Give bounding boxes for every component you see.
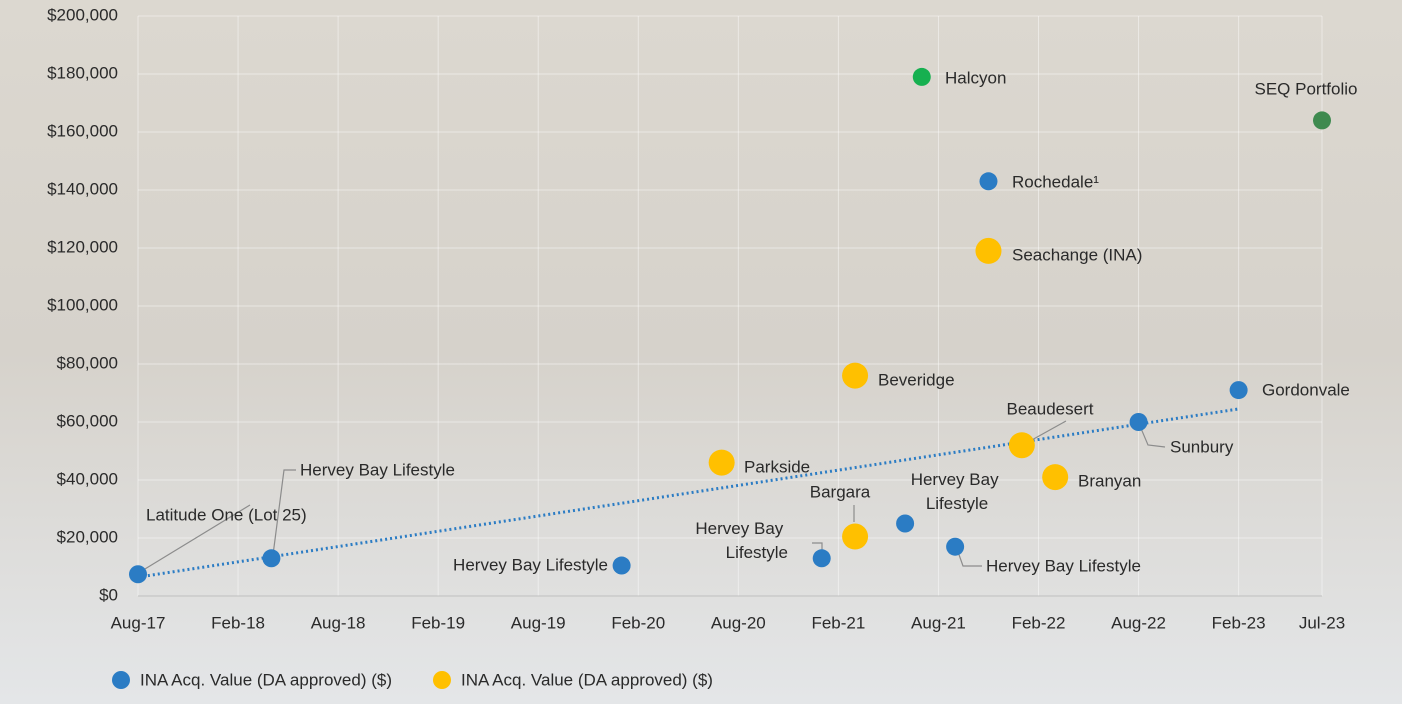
x-tick-label: Feb-21: [811, 613, 865, 632]
x-tick-label: Aug-22: [1111, 613, 1166, 632]
y-tick-label: $200,000: [47, 5, 118, 24]
data-point: [1313, 111, 1331, 129]
point-label: Hervey Bay Lifestyle: [453, 555, 608, 574]
y-tick-label: $80,000: [57, 353, 118, 372]
x-tick-label: Feb-20: [611, 613, 665, 632]
point-label: Sunbury: [1170, 437, 1234, 456]
data-point: [1230, 381, 1248, 399]
x-tick-label: Aug-21: [911, 613, 966, 632]
data-point: [262, 549, 280, 567]
data-point: [842, 363, 868, 389]
legend-label: INA Acq. Value (DA approved) ($): [140, 670, 392, 689]
data-point: [896, 515, 914, 533]
y-tick-label: $40,000: [57, 469, 118, 488]
point-label: Beaudesert: [1007, 399, 1094, 418]
data-point: [1130, 413, 1148, 431]
data-point: [813, 549, 831, 567]
point-label: Bargara: [810, 482, 871, 501]
y-tick-label: $60,000: [57, 411, 118, 430]
point-label: Gordonvale: [1262, 380, 1350, 399]
point-label: Parkside: [744, 457, 810, 476]
point-label: Halcyon: [945, 68, 1006, 87]
point-label: SEQ Portfolio: [1255, 79, 1358, 98]
y-tick-label: $120,000: [47, 237, 118, 256]
label-line: Hervey Bay: [911, 470, 1004, 489]
legend-label: INA Acq. Value (DA approved) ($): [461, 670, 713, 689]
x-tick-label: Aug-18: [311, 613, 366, 632]
point-label: Rochedale¹: [1012, 172, 1099, 191]
data-point: [1042, 464, 1068, 490]
data-point: [946, 538, 964, 556]
y-tick-label: $100,000: [47, 295, 118, 314]
x-tick-label: Aug-17: [111, 613, 166, 632]
x-tick-label: Aug-19: [511, 613, 566, 632]
chart: $0 $20,000 $40,000 $60,000 $80,000 $100,000 $1…: [0, 0, 1402, 704]
point-label: Beveridge: [878, 370, 955, 389]
x-tick-label: Feb-22: [1012, 613, 1066, 632]
label-line: Hervey Bay: [695, 519, 788, 538]
y-tick-label: $0: [99, 585, 118, 604]
y-tick-label: $160,000: [47, 121, 118, 140]
label-line: Lifestyle: [926, 494, 988, 513]
data-point: [129, 565, 147, 583]
data-point: [979, 172, 997, 190]
x-tick-label: Feb-23: [1212, 613, 1266, 632]
point-label: Seachange (INA): [1012, 245, 1142, 264]
point-label: Hervey Bay Lifestyle: [986, 556, 1141, 575]
label-line: Lifestyle: [726, 543, 788, 562]
legend-marker: [112, 671, 130, 689]
data-point: [613, 557, 631, 575]
x-tick-label: Jul-23: [1299, 613, 1345, 632]
legend-marker: [433, 671, 451, 689]
data-point: [1009, 432, 1035, 458]
y-tick-label: $20,000: [57, 527, 118, 546]
data-point: [975, 238, 1001, 264]
y-tick-label: $180,000: [47, 63, 118, 82]
background: [0, 0, 1402, 704]
data-point: [842, 524, 868, 550]
y-tick-label: $140,000: [47, 179, 118, 198]
x-tick-label: Aug-20: [711, 613, 766, 632]
data-point: [709, 450, 735, 476]
point-label: Latitude One (Lot 25): [146, 505, 307, 524]
point-label: Branyan: [1078, 471, 1141, 490]
x-tick-label: Feb-18: [211, 613, 265, 632]
point-label: Hervey Bay Lifestyle: [300, 460, 455, 479]
x-tick-label: Feb-19: [411, 613, 465, 632]
data-point: [913, 68, 931, 86]
